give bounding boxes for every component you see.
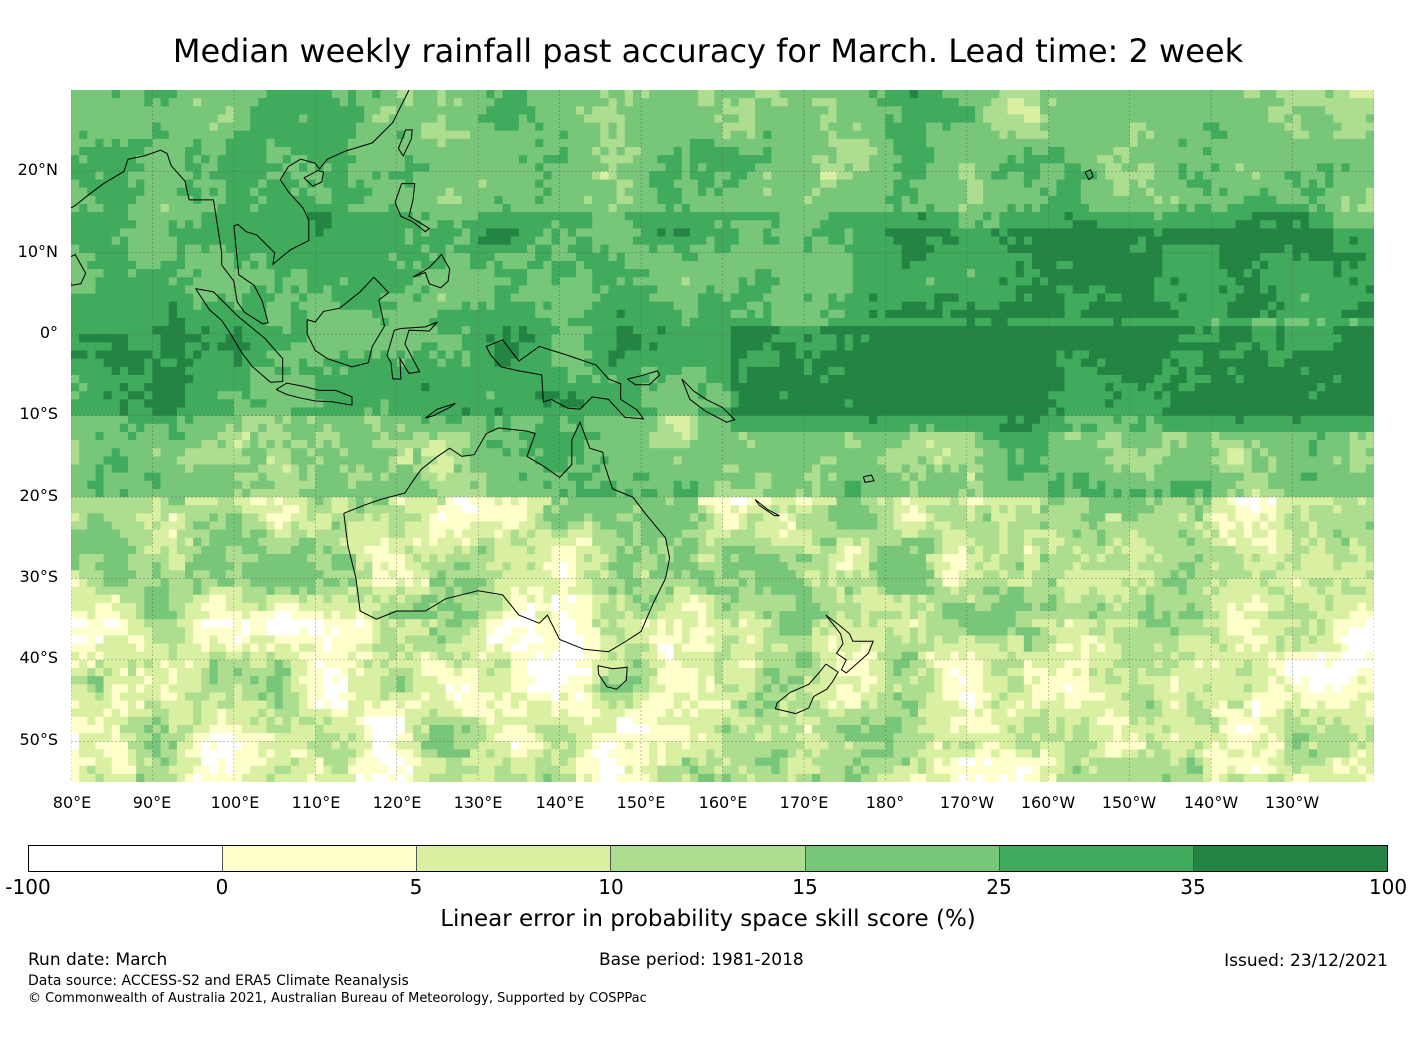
taiwan-coast [397,129,413,157]
colorbar-tick: -100 [5,875,51,899]
colorbar-segment-0-5 [223,846,418,871]
lat-label-30s: 30°S [19,567,58,586]
lat-label-10n: 10°N [17,242,58,261]
hainan-coast [303,170,325,187]
run-date: Run date: March [28,950,168,970]
colorbar-tick: 100 [1368,875,1408,899]
java-coast [275,382,353,406]
lon-label-80e: 80°E [52,793,92,812]
borneo-coast [306,276,390,368]
colorbar-tick: 35 [1180,875,1206,899]
new-caledonia-coast [754,499,780,517]
colorbar-segment-25-35 [999,846,1194,871]
lat-label-40s: 40°S [19,648,58,667]
new-guinea-coast [485,339,645,420]
nz-north-coast [825,614,874,674]
tasmania-coast [597,665,628,690]
copyright: © Commonwealth of Australia 2021, Austra… [28,991,647,1006]
lat-label-20s: 20°S [19,486,58,505]
lon-label-130w: 130°W [1264,793,1320,812]
colorbar-segment-10-15 [611,846,806,871]
sri-lanka-coast [71,253,87,286]
lon-label-90e: 90°E [132,793,172,812]
lat-label-50s: 50°S [19,730,58,749]
colorbar-tick: 0 [215,875,229,899]
colorbar [28,845,1388,872]
colorbar-segment-neg100-0 [29,846,224,871]
lon-label-170e: 170°E [779,793,829,812]
skill-map-canvas [71,90,1374,782]
mindanao-coast [412,253,451,289]
graticule [71,90,1374,782]
sumatra-coast [195,288,284,383]
lon-label-160e: 160°E [698,793,748,812]
fiji-coast [862,474,875,483]
colorbar-tick: 15 [792,875,818,899]
data-source: Data source: ACCESS-S2 and ERA5 Climate … [28,973,409,989]
nz-south-coast [774,663,839,715]
lat-label-20n: 20°N [17,160,58,179]
colorbar-segment-35-100 [1193,846,1387,871]
lon-label-140w: 140°W [1183,793,1239,812]
coastlines [71,90,1094,715]
lon-label-140e: 140°E [535,793,585,812]
colorbar-tick: 5 [409,875,423,899]
lon-label-150w: 150°W [1101,793,1157,812]
lon-label-150e: 150°E [616,793,666,812]
lon-label-120e: 120°E [372,793,422,812]
lon-label-110e: 110°E [291,793,341,812]
lat-label-0: 0° [39,323,58,342]
timor-coast [425,402,456,419]
colorbar-segment-15-25 [805,846,1000,871]
lon-label-130e: 130°E [453,793,503,812]
malay-coast [221,90,410,325]
colorbar-tick: 25 [986,875,1012,899]
colorbar-segment-5-10 [417,846,612,871]
bay-of-bengal-coast [71,149,223,265]
lon-label-160w: 160°W [1020,793,1076,812]
skill-map [71,90,1374,782]
luzon-coast [394,183,431,233]
hawaii-coast [1084,169,1094,181]
colorbar-label: Linear error in probability space skill … [440,906,976,932]
map-title: Median weekly rainfall past accuracy for… [172,32,1244,70]
lat-label-10s: 10°S [19,404,58,423]
lon-label-100e: 100°E [210,793,260,812]
australia-coast [343,420,671,653]
issued-date: Issued: 23/12/2021 [1224,951,1388,971]
solomon-coast [681,378,736,423]
lon-label-170w: 170°W [939,793,995,812]
skill-cells [71,90,1374,782]
base-period: Base period: 1981-2018 [599,950,804,970]
colorbar-tick: 10 [598,875,624,899]
lon-label-180: 180° [865,793,905,812]
new-britain-coast [626,370,661,386]
sulawesi-coast [386,321,438,380]
